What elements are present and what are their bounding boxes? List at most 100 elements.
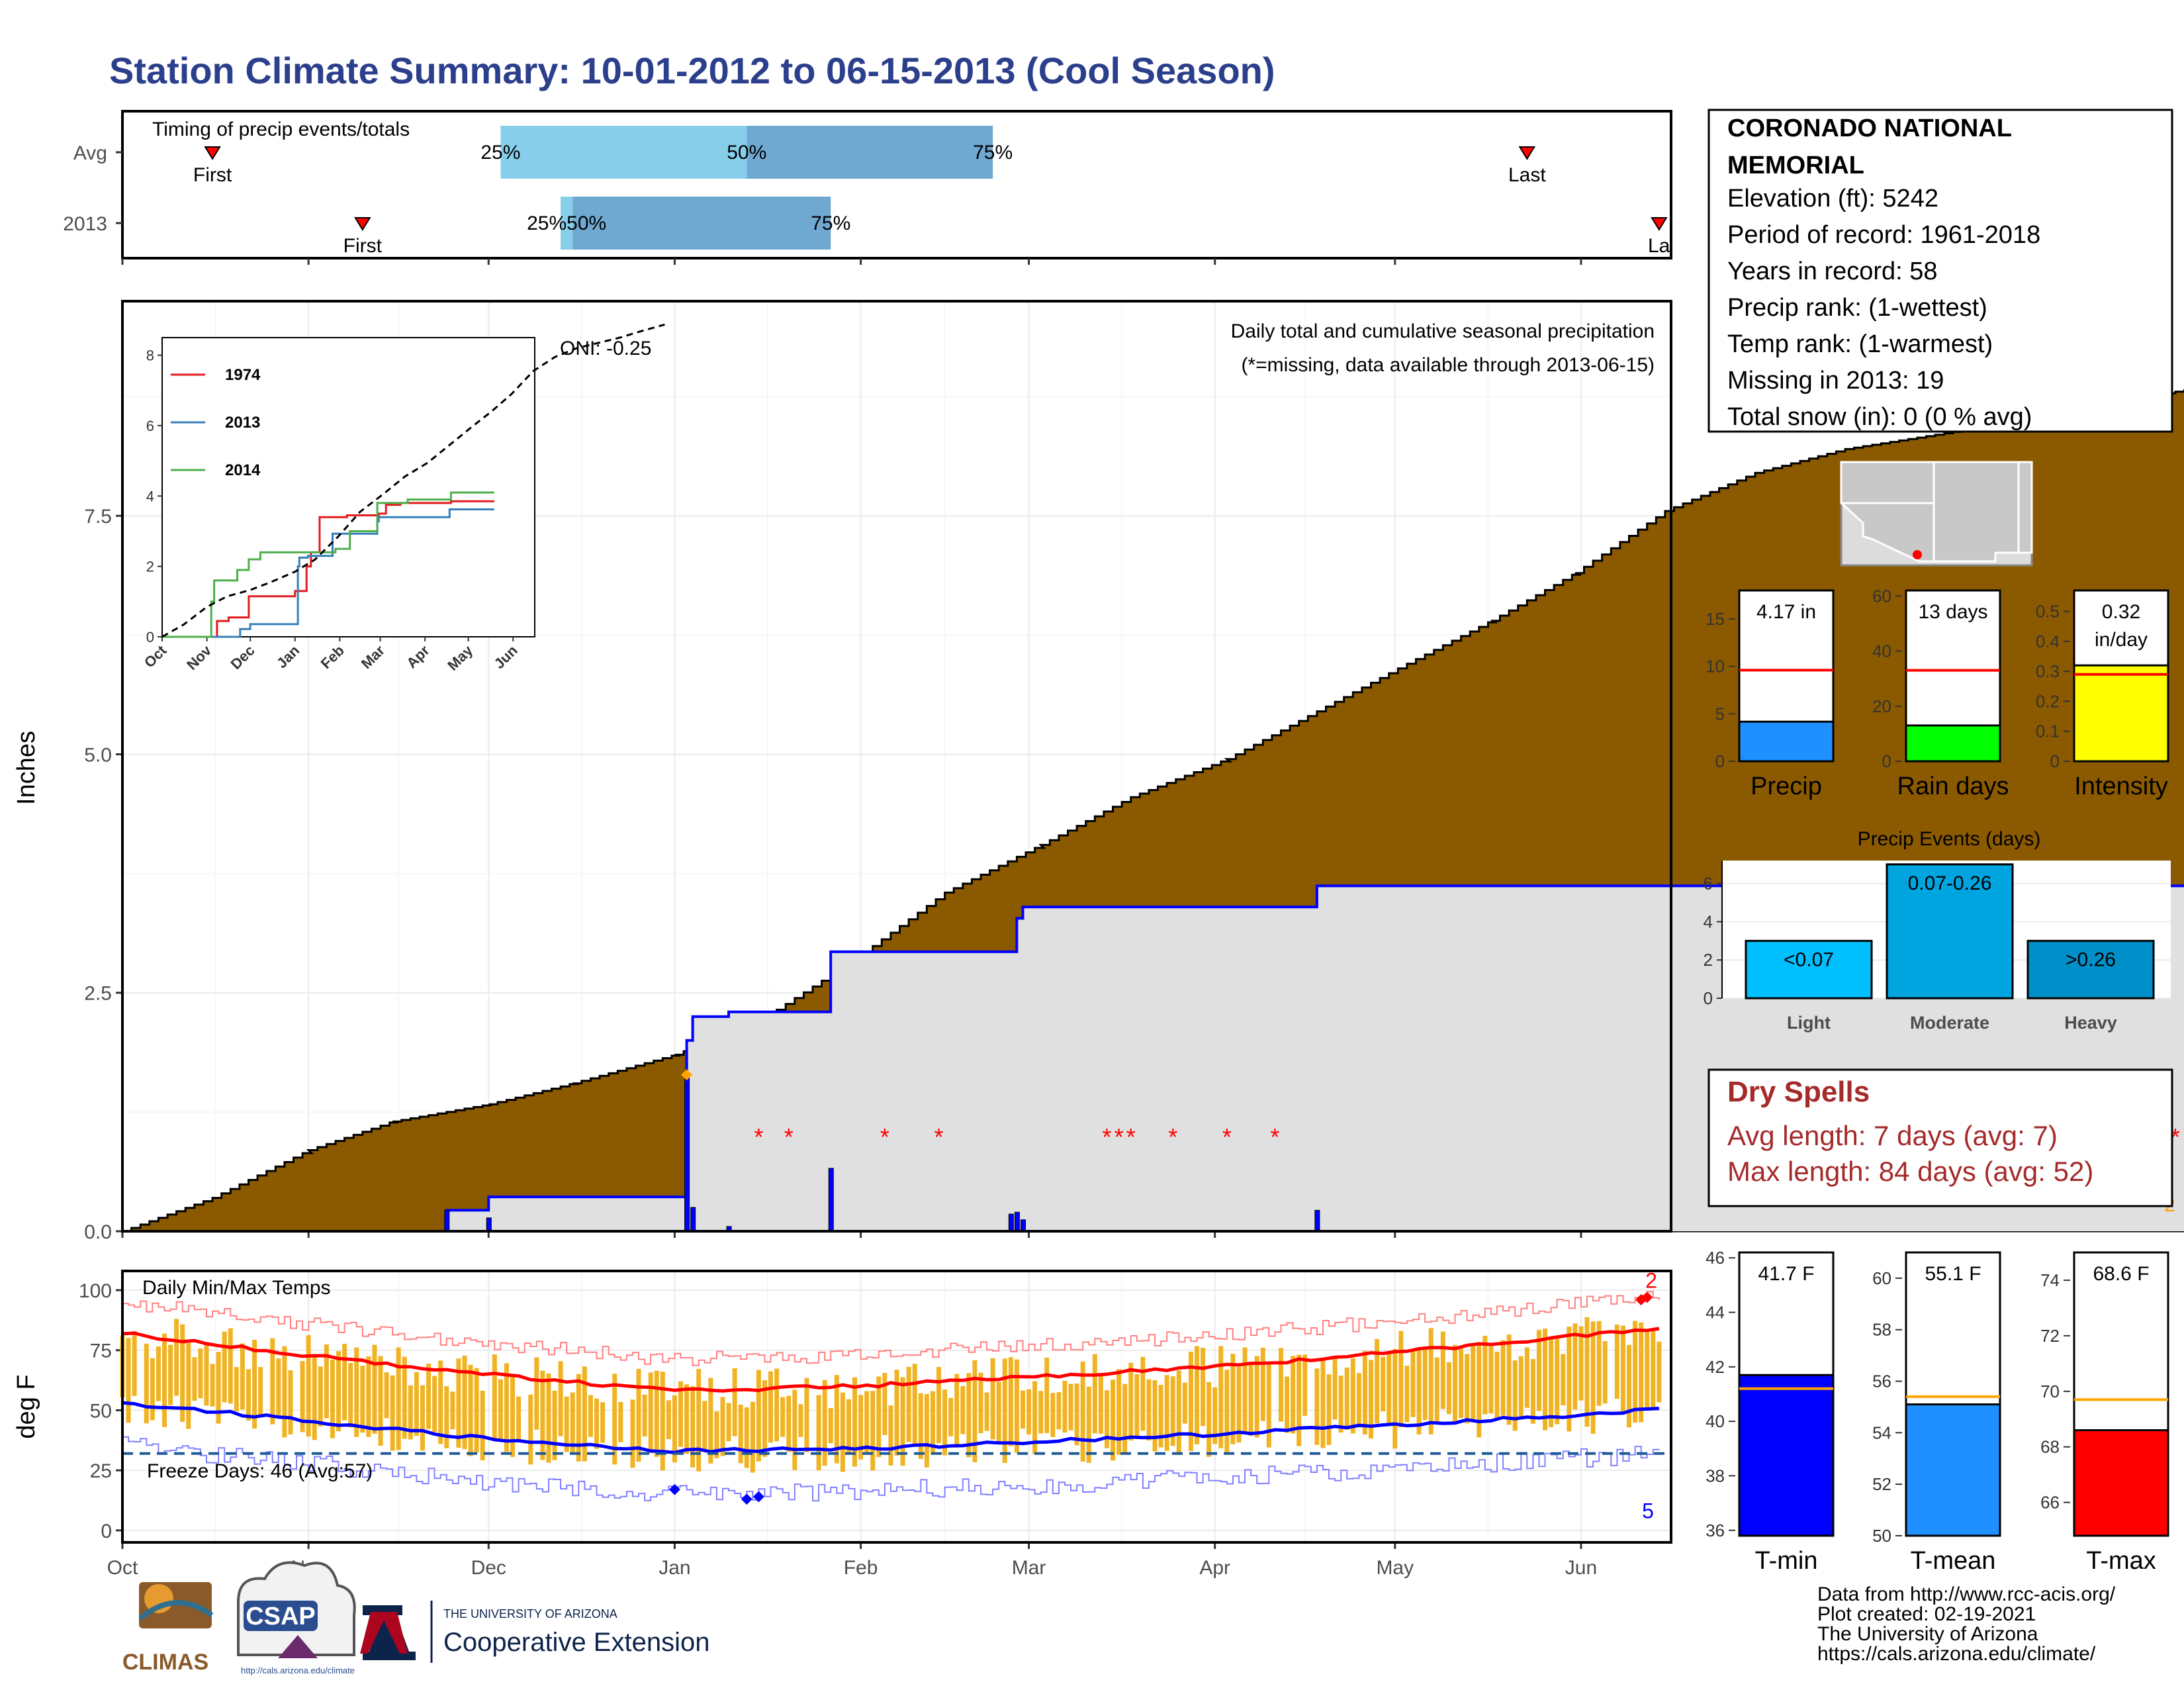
ua-logo: THE UNIVERSITY OF ARIZONA Cooperative Ex…	[360, 1601, 709, 1663]
temp-ytick-label: 25	[90, 1460, 112, 1482]
inset-ytick-label: 2	[146, 559, 154, 575]
daily-temp-bar	[534, 1357, 539, 1430]
daily-temp-bar	[972, 1360, 978, 1462]
daily-temp-bar	[756, 1370, 761, 1462]
timing-last-label: La	[1648, 235, 1670, 257]
daily-temp-bar	[420, 1385, 425, 1451]
small-bar-value-label: 13 days	[1918, 601, 1987, 623]
daily-temp-bar	[1068, 1383, 1073, 1430]
daily-temp-bar	[1578, 1326, 1584, 1401]
small-ytick-label: 70	[2040, 1382, 2060, 1401]
small-ytick-label: 56	[1872, 1372, 1891, 1391]
daily-temp-bar	[1032, 1381, 1038, 1454]
daily-temp-bar	[1285, 1376, 1290, 1433]
daily-temp-bar	[426, 1364, 432, 1429]
daily-temp-bar	[1410, 1348, 1416, 1417]
temp-ytick-label: 50	[90, 1400, 112, 1422]
timing-category-label: Avg	[73, 142, 107, 164]
events-category: Light	[1787, 1013, 1831, 1033]
daily-temp-bar	[1590, 1321, 1596, 1434]
daily-temp-bar	[174, 1319, 179, 1396]
daily-temp-bar	[816, 1395, 821, 1471]
station-years: Years in record: 58	[1727, 258, 1938, 285]
daily-temp-bar	[1158, 1385, 1163, 1448]
daily-temp-bar	[222, 1331, 227, 1403]
daily-temp-bar	[918, 1393, 923, 1459]
daily-temp-bar	[996, 1382, 1001, 1443]
events-category: Moderate	[1910, 1013, 1989, 1033]
small-bar-category: Intensity	[2074, 773, 2168, 800]
daily-temp-bar	[1584, 1317, 1590, 1427]
small-ytick-label: 0	[2050, 751, 2060, 771]
daily-temp-bar	[696, 1368, 702, 1472]
daily-temp-bar	[1062, 1380, 1068, 1433]
station-missing: Missing in 2013: 19	[1727, 367, 1944, 395]
station-info-frame	[1707, 109, 2173, 433]
small-bar-value	[1905, 724, 2001, 763]
daily-temp-bar	[1500, 1340, 1506, 1416]
small-ytick-label: 0.5	[2036, 602, 2060, 622]
daily-temp-bar	[990, 1358, 995, 1440]
daily-temp-bar	[396, 1347, 401, 1450]
timing-category-label: 2013	[63, 213, 107, 235]
daily-temp-bar	[252, 1339, 257, 1429]
small-ytick-label: 0.4	[2036, 632, 2060, 651]
daily-temp-bar	[318, 1366, 323, 1427]
daily-temp-bar	[1230, 1354, 1236, 1444]
inset-legend-label: 2014	[225, 461, 261, 479]
daily-temp-bar	[894, 1370, 899, 1456]
daily-temp-bar	[444, 1386, 449, 1448]
temp-ytick-label: 75	[90, 1340, 112, 1362]
daily-temp-bar	[1242, 1347, 1248, 1432]
daily-temp-bar	[1056, 1392, 1062, 1430]
daily-temp-bar	[1416, 1349, 1422, 1435]
daily-temp-bar	[1176, 1370, 1181, 1456]
daily-temp-bar	[1404, 1366, 1410, 1423]
daily-temp-bar	[492, 1354, 497, 1439]
daily-temp-bar	[582, 1366, 587, 1462]
daily-temp-bar	[1356, 1373, 1361, 1428]
record-low-count: 5	[1642, 1499, 1654, 1523]
credit-university: The University of Arizona	[1817, 1623, 2038, 1645]
small-bar-category: Precip	[1751, 773, 1822, 800]
daily-temp-bar	[180, 1324, 185, 1422]
small-bar-category: T-max	[2086, 1547, 2156, 1575]
small-ytick-label: 54	[1872, 1423, 1891, 1442]
daily-temp-bar	[240, 1343, 245, 1410]
daily-precip-bar	[1314, 1209, 1320, 1232]
daily-temp-bar	[1188, 1351, 1193, 1451]
daily-temp-bar	[228, 1328, 233, 1404]
small-ytick-label: 38	[1706, 1466, 1725, 1485]
daily-temp-bar	[1248, 1364, 1253, 1436]
missing-day-marker: *	[784, 1123, 794, 1150]
station-temp-rank: Temp rank: (1-warmest)	[1727, 330, 1993, 358]
station-name-line1: CORONADO NATIONAL	[1727, 115, 2012, 142]
daily-temp-bar	[768, 1371, 774, 1443]
daily-temp-bar	[1369, 1360, 1374, 1439]
daily-temp-bar	[144, 1343, 149, 1424]
daily-temp-bar	[690, 1386, 696, 1468]
daily-temp-bar	[1014, 1359, 1019, 1453]
inset-ytick-label: 0	[146, 629, 154, 645]
timing-q25-label: 25%	[480, 142, 520, 164]
daily-temp-bar	[600, 1402, 606, 1443]
daily-temp-bar	[576, 1374, 581, 1462]
daily-temp-bar	[414, 1372, 419, 1436]
daily-temp-bar	[1459, 1348, 1464, 1419]
daily-temp-bar	[1332, 1357, 1338, 1420]
daily-temp-bar	[912, 1364, 917, 1446]
timing-q75-label: 75%	[973, 142, 1013, 164]
month-label: Jun	[1565, 1557, 1597, 1579]
missing-day-marker: *	[1270, 1123, 1279, 1150]
daily-temp-bar	[780, 1397, 786, 1437]
daily-temp-bar	[474, 1368, 479, 1452]
daily-temp-bar	[852, 1377, 858, 1467]
missing-day-marker: *	[1115, 1123, 1124, 1150]
daily-temp-bar	[1278, 1348, 1283, 1422]
csap-logo-text: CSAP	[246, 1603, 316, 1630]
small-ytick-label: 44	[1706, 1303, 1725, 1323]
daily-temp-bar	[204, 1342, 209, 1406]
small-ytick-label: 36	[1706, 1521, 1725, 1540]
daily-temp-bar	[552, 1390, 557, 1460]
missing-day-marker: *	[1126, 1123, 1136, 1150]
